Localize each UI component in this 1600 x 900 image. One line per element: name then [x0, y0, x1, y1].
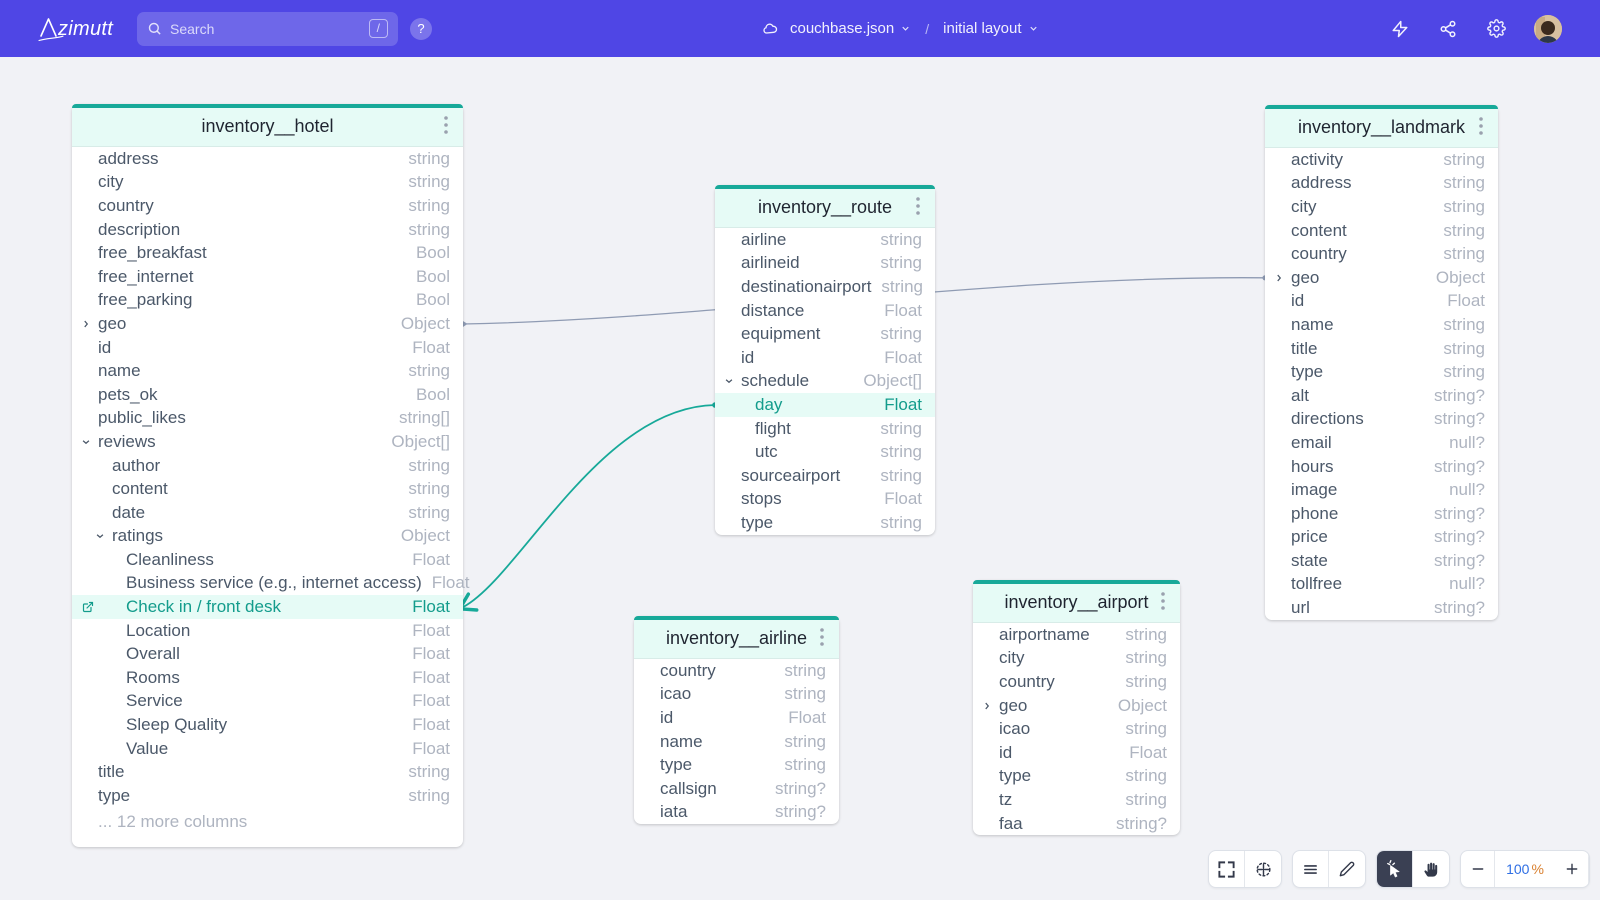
svg-text:zimutt: zimutt: [57, 18, 114, 40]
